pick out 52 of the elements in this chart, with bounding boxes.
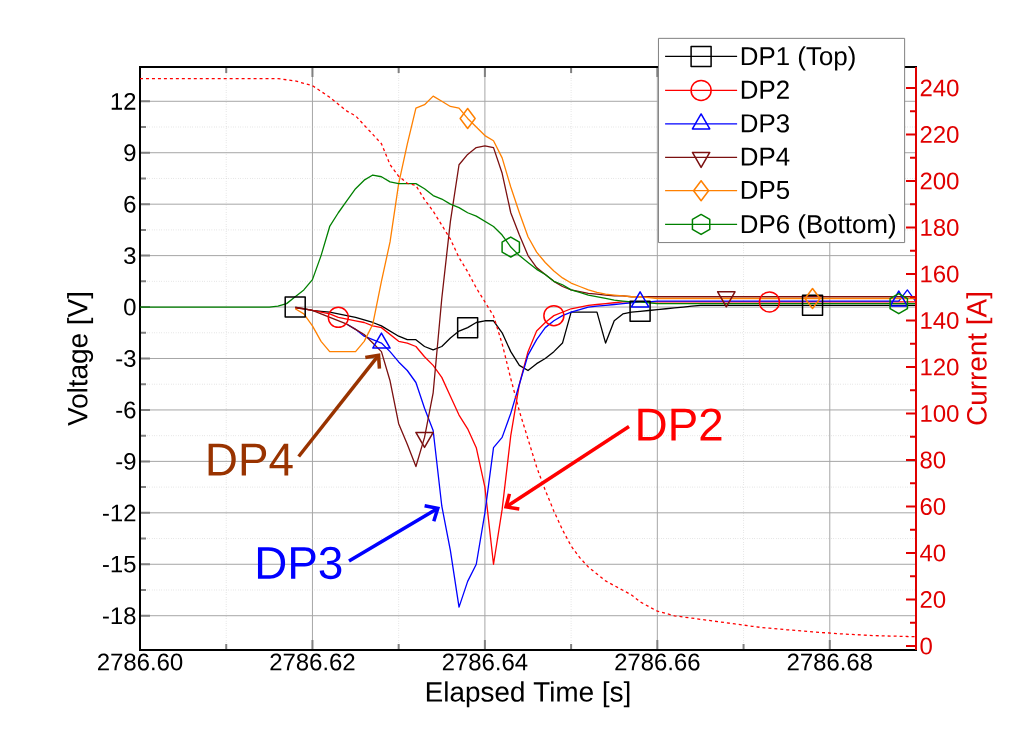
point bbox=[456, 316, 479, 339]
y2-tick-label: 180 bbox=[921, 218, 959, 236]
legend-label: DP2 bbox=[741, 80, 789, 99]
y-tick-label: -3 bbox=[116, 350, 136, 367]
y2-tick-label: 80 bbox=[920, 451, 946, 469]
y2-tick-label: 200 bbox=[920, 172, 959, 190]
point bbox=[889, 292, 909, 315]
y-tick-label: -6 bbox=[116, 401, 136, 419]
x-tick-label: 2786.64 bbox=[442, 653, 528, 671]
point bbox=[459, 107, 476, 130]
x-tick-label: 2786.68 bbox=[787, 653, 872, 671]
y-tick-label: 0 bbox=[124, 298, 136, 316]
legend-label: DP4 bbox=[741, 147, 790, 166]
y-tick-label: 6 bbox=[124, 195, 136, 213]
y-tick-label: 3 bbox=[124, 247, 136, 265]
y-axis-title: Voltage [V] bbox=[67, 293, 94, 426]
annotation: DP4 bbox=[208, 443, 293, 476]
y2-tick-label: 240 bbox=[920, 79, 959, 97]
annotation: DP3 bbox=[257, 546, 342, 580]
y2-tick-label: 100 bbox=[921, 405, 959, 422]
legend-label: DP6 (Bottom) bbox=[741, 214, 895, 239]
y-tick-label: 9 bbox=[124, 144, 136, 162]
y2-tick-label: 60 bbox=[920, 498, 946, 515]
point bbox=[758, 291, 781, 313]
x-axis-title: Elapsed Time [s] bbox=[426, 681, 630, 708]
point bbox=[543, 304, 565, 327]
legend-label: DP1 (Top) bbox=[741, 46, 855, 71]
y-tick-label: -18 bbox=[102, 607, 136, 625]
y2-axis-title: Current [A] bbox=[966, 293, 993, 425]
y2-tick-label: 120 bbox=[921, 358, 959, 376]
point bbox=[629, 300, 651, 323]
x-tick-label: 2786.60 bbox=[97, 653, 183, 671]
y2-tick-label: 140 bbox=[921, 312, 959, 329]
y2-tick-label: 160 bbox=[921, 265, 959, 283]
point bbox=[804, 287, 821, 310]
y2-tick-label: 220 bbox=[920, 125, 959, 143]
y-tick-label: -12 bbox=[102, 504, 136, 522]
legend-label: DP3 bbox=[741, 114, 789, 133]
annotation: DP2 bbox=[638, 408, 722, 441]
x-tick-label: 2786.66 bbox=[615, 653, 700, 671]
point bbox=[801, 294, 824, 317]
x-tick-label: 2786.62 bbox=[270, 653, 355, 671]
point bbox=[327, 306, 350, 329]
legend-label: DP5 bbox=[741, 181, 790, 200]
y2-tick-label: 0 bbox=[920, 637, 932, 655]
point bbox=[501, 236, 521, 258]
y-tick-label: -15 bbox=[102, 555, 136, 573]
point bbox=[284, 296, 306, 318]
y2-tick-label: 20 bbox=[920, 591, 946, 608]
y-tick-label: -9 bbox=[116, 452, 136, 470]
y-tick-label: 12 bbox=[111, 92, 136, 110]
y2-tick-label: 40 bbox=[920, 544, 946, 562]
